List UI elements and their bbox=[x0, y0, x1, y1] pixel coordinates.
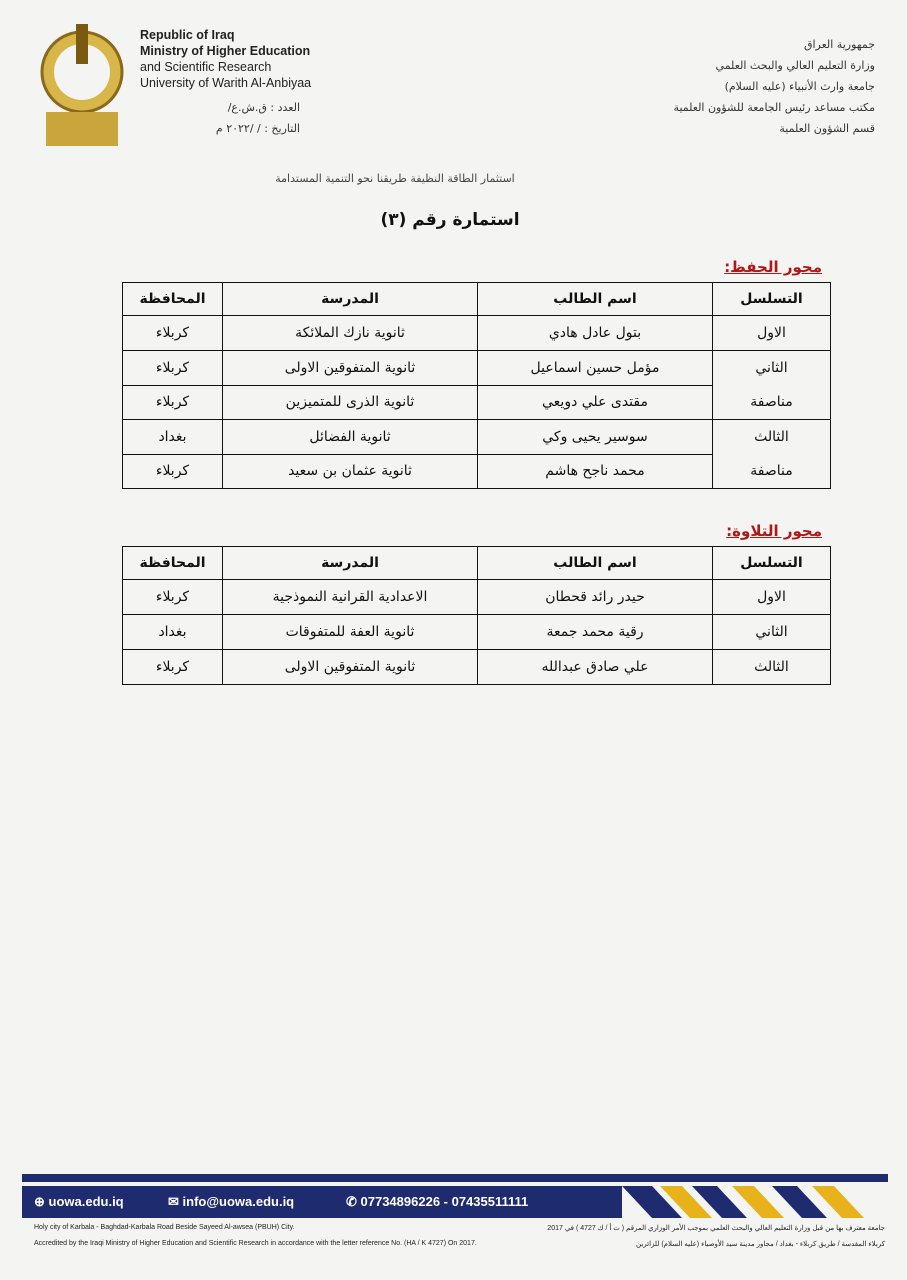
rank-text: الثاني bbox=[755, 360, 788, 376]
cell: كربلاء bbox=[122, 649, 223, 685]
phone-text: 07734896226 - 07435511111 bbox=[360, 1194, 529, 1209]
footer-band-top bbox=[22, 1174, 888, 1182]
column-header: التسلسل bbox=[712, 282, 831, 316]
column-header: المدرسة bbox=[222, 546, 478, 580]
row: الثالث مناصفة سوسير يحيى وكي ثانوية الفضائل… bbox=[122, 419, 831, 489]
section-heading: محور الحفظ: bbox=[724, 258, 822, 276]
row: الثاني رقية محمد جمعة ثانوية العفة للمتفوق… bbox=[122, 614, 831, 650]
footer-stripes bbox=[622, 1186, 888, 1218]
cell: سوسير يحيى وكي bbox=[477, 419, 713, 455]
website: ⊕ uowa.edu.iq bbox=[34, 1194, 124, 1209]
cell: محمد ناجح هاشم bbox=[477, 453, 713, 489]
cell: ثانوية المتفوقين الاولى bbox=[222, 649, 478, 685]
cell: الاعدادية القرانية النموذجية bbox=[222, 579, 478, 615]
rank-text: الثالث bbox=[754, 659, 789, 675]
cell: مؤمل حسين اسماعيل bbox=[477, 350, 713, 386]
rank-text: مناصفة bbox=[750, 394, 793, 410]
cell: رقية محمد جمعة bbox=[477, 614, 713, 650]
column-header: التسلسل bbox=[712, 546, 831, 580]
header-line: وزارة التعليم العالي والبحث العلمي bbox=[715, 59, 875, 72]
subtitle: استثمار الطاقة النظيفة طريقنا نحو التنمي… bbox=[275, 172, 515, 185]
cell: ثانوية عثمان بن سعيد bbox=[222, 453, 478, 489]
cell: كربلاء bbox=[122, 384, 223, 420]
cell: بغداد bbox=[122, 419, 223, 455]
section-heading: محور التلاوة: bbox=[726, 522, 822, 540]
cell: كربلاء bbox=[122, 350, 223, 386]
header-line: قسم الشؤون العلمية bbox=[779, 122, 875, 135]
accredited-ar: جامعة معترف بها من قبل وزارة التعليم الع… bbox=[547, 1225, 885, 1232]
header-row: التسلسل اسم الطالب المدرسة المحافظة bbox=[122, 282, 831, 316]
rank-text: الاول bbox=[757, 589, 786, 605]
header-line: Republic of Iraq bbox=[140, 28, 235, 42]
row: محمد ناجح هاشم ثانوية عثمان بن سعيد كربلاء bbox=[122, 453, 831, 489]
phone: ✆ 07734896226 - 07435511111 bbox=[346, 1194, 529, 1209]
cell: مقتدى علي دويعي bbox=[477, 384, 713, 420]
cell: ثانوية نازك الملائكة bbox=[222, 315, 478, 351]
rank-cell: الثاني bbox=[712, 614, 831, 650]
rank-cell: الاول bbox=[712, 315, 831, 351]
table: التسلسل اسم الطالب المدرسة المحافظة الاول حيد… bbox=[122, 546, 831, 685]
cell: حيدر رائد قحطان bbox=[477, 579, 713, 615]
reference: العدد : ق.ش.ع/ التاريخ : / /٢٠٢٢ م bbox=[150, 97, 300, 139]
ref-number: العدد : ق.ش.ع/ bbox=[227, 101, 300, 114]
rank-cell: الثالث مناصفة bbox=[712, 419, 831, 489]
header-line: University of Warith Al-Anbiyaa bbox=[140, 76, 312, 90]
table: التسلسل اسم الطالب المدرسة المحافظة الاول بتو… bbox=[122, 282, 831, 489]
header-row: التسلسل اسم الطالب المدرسة المحافظة bbox=[122, 546, 831, 580]
header-line: and Scientific Research bbox=[140, 60, 272, 74]
address-en: Holy city of Karbala - Baghdad-Karbala R… bbox=[34, 1224, 295, 1231]
footer-band bbox=[22, 1186, 622, 1218]
rank-cell: الثالث bbox=[712, 649, 831, 685]
header-line: مكتب مساعد رئيس الجامعة للشؤون العلمية bbox=[673, 101, 875, 114]
arabic-header: جمهورية العراق وزارة التعليم العالي والب… bbox=[575, 34, 875, 139]
row: الثالث علي صادق عبدالله ثانوية المتفوقين ا… bbox=[122, 649, 831, 685]
cell: كربلاء bbox=[122, 315, 223, 351]
row: الاول بتول عادل هادي ثانوية نازك الملائكة ك… bbox=[122, 315, 831, 351]
header-line: جامعة وارث الأنبياء (عليه السلام) bbox=[724, 80, 875, 93]
column-header: المحافظة bbox=[122, 546, 223, 580]
rank-text: مناصفة bbox=[750, 463, 793, 479]
rank-text: الاول bbox=[757, 325, 786, 341]
cell: ثانوية العفة للمتفوقات bbox=[222, 614, 478, 650]
rank-text: الثالث bbox=[754, 429, 789, 445]
row: الثاني مناصفة مؤمل حسين اسماعيل ثانوية المت… bbox=[122, 350, 831, 420]
cell: كربلاء bbox=[122, 579, 223, 615]
rank-text: الثاني bbox=[755, 624, 788, 640]
cell: علي صادق عبدالله bbox=[477, 649, 713, 685]
cell: ثانوية المتفوقين الاولى bbox=[222, 350, 478, 386]
rank-cell: الاول bbox=[712, 579, 831, 615]
email-text: info@uowa.edu.iq bbox=[182, 1194, 295, 1209]
column-header: اسم الطالب bbox=[477, 546, 713, 580]
column-header: المدرسة bbox=[222, 282, 478, 316]
address-ar: كربلاء المقدسة / طريق كربلاء - بغداد / م… bbox=[636, 1241, 885, 1248]
title: استمارة رقم (٣) bbox=[380, 210, 520, 230]
column-header: المحافظة bbox=[122, 282, 223, 316]
cell: ثانوية الفضائل bbox=[222, 419, 478, 455]
header-line: جمهورية العراق bbox=[803, 38, 875, 51]
rank-cell: الثاني مناصفة bbox=[712, 350, 831, 420]
email: ✉ info@uowa.edu.iq bbox=[168, 1194, 295, 1209]
ref-date: التاريخ : / /٢٠٢٢ م bbox=[215, 122, 300, 135]
cell: كربلاء bbox=[122, 453, 223, 489]
english-header: Republic of Iraq Ministry of Higher Educ… bbox=[140, 27, 311, 91]
website-text: uowa.edu.iq bbox=[48, 1194, 124, 1209]
row: الاول حيدر رائد قحطان الاعدادية القرانية ا… bbox=[122, 579, 831, 615]
accredited-en: Accredited by the Iraqi Ministry of High… bbox=[34, 1240, 477, 1247]
cell: ثانوية الذرى للمتميزين bbox=[222, 384, 478, 420]
cell: بتول عادل هادي bbox=[477, 315, 713, 351]
column-header: اسم الطالب bbox=[477, 282, 713, 316]
cell: بغداد bbox=[122, 614, 223, 650]
logo bbox=[40, 24, 124, 146]
header-line: Ministry of Higher Education bbox=[140, 44, 311, 58]
